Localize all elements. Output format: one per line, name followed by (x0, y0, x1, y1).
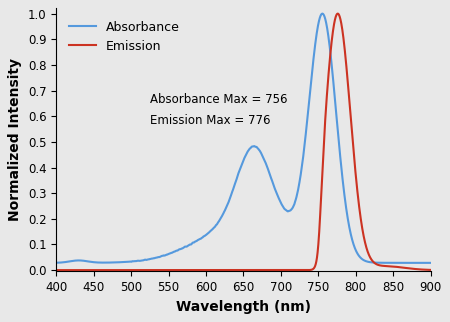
Absorbance (197, 237, 202, 241)
Absorbance (118, 260, 124, 264)
Absorbance (421, 261, 426, 265)
Y-axis label: Normalized Intensity: Normalized Intensity (9, 58, 22, 222)
Legend: Absorbance, Emission: Absorbance, Emission (63, 15, 186, 60)
Emission (213, 268, 219, 272)
Emission (428, 268, 433, 272)
Emission (54, 268, 59, 272)
Absorbance (428, 261, 433, 265)
Emission (335, 12, 340, 15)
Absorbance (213, 223, 219, 227)
Absorbance (380, 261, 386, 265)
Absorbance (96, 260, 102, 264)
Absorbance (320, 12, 325, 15)
Line: Absorbance: Absorbance (56, 14, 431, 263)
Emission (380, 264, 386, 268)
Line: Emission: Emission (56, 14, 431, 270)
Emission (421, 268, 426, 271)
Emission (118, 268, 124, 272)
Emission (197, 268, 202, 272)
Absorbance (54, 261, 59, 265)
Text: Absorbance Max = 756
Emission Max = 776: Absorbance Max = 756 Emission Max = 776 (150, 93, 287, 127)
X-axis label: Wavelength (nm): Wavelength (nm) (176, 300, 311, 314)
Emission (96, 268, 102, 272)
